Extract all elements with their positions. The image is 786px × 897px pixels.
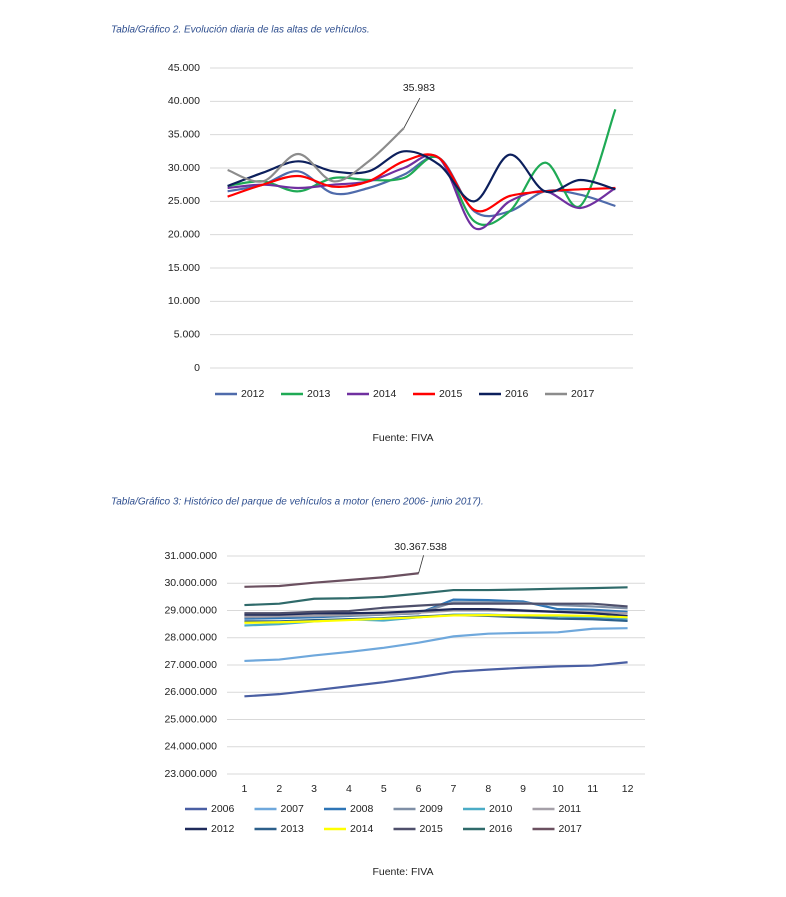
y-tick-label: 29.000.000 [164, 604, 217, 616]
x-tick-label: 11 [587, 783, 598, 795]
y-tick-label: 26.000.000 [164, 686, 217, 698]
annotation: 30.367.538 [394, 541, 447, 553]
caption: Tabla/Gráfico 2. Evolución diaria de las… [111, 25, 370, 36]
source: Fuente: FIVA [372, 432, 433, 444]
legend-label: 2007 [281, 803, 305, 815]
legend-label: 2016 [505, 388, 529, 400]
source: Fuente: FIVA [372, 866, 433, 878]
y-tick-label: 45.000 [168, 62, 200, 74]
x-tick-label: 3 [311, 783, 317, 795]
y-tick-label: 5.000 [174, 328, 200, 340]
series-line [227, 108, 617, 226]
caption: Tabla/Gráfico 3: Histórico del parque de… [111, 497, 484, 508]
legend-label: 2006 [211, 803, 235, 815]
x-tick-label: 1 [241, 783, 247, 795]
x-tick-label: 6 [416, 783, 422, 795]
legend-label: 2013 [281, 823, 305, 835]
x-tick-label: 10 [552, 783, 564, 795]
series-line [244, 598, 628, 620]
y-tick-label: 20.000 [168, 228, 200, 240]
y-tick-label: 25.000 [168, 195, 200, 207]
legend-label: 2014 [350, 823, 374, 835]
y-tick-label: 23.000.000 [164, 768, 217, 780]
series-line [244, 572, 419, 588]
legend-label: 2009 [420, 803, 444, 815]
legend-label: 2017 [559, 823, 583, 835]
annotation: 35.983 [403, 82, 435, 94]
legend-label: 2013 [307, 388, 331, 400]
y-tick-label: 28.000.000 [164, 632, 217, 644]
y-tick-label: 27.000.000 [164, 659, 217, 671]
y-tick-label: 31.000.000 [164, 550, 217, 562]
series-line [244, 586, 628, 607]
x-tick-label: 8 [485, 783, 491, 795]
series-line [244, 627, 628, 663]
legend-label: 2016 [489, 823, 513, 835]
legend-label: 2017 [571, 388, 595, 400]
legend-label: 2012 [241, 388, 265, 400]
series-line [227, 153, 616, 231]
series-line [227, 150, 616, 203]
y-tick-label: 10.000 [168, 295, 200, 307]
y-tick-label: 0 [194, 362, 200, 374]
x-tick-label: 4 [346, 783, 352, 795]
y-tick-label: 30.000 [168, 162, 200, 174]
y-tick-label: 25.000.000 [164, 713, 217, 725]
annotation-leader [403, 97, 421, 129]
series-line [244, 661, 628, 698]
annotation-leader [418, 555, 424, 574]
legend-label: 2015 [439, 388, 463, 400]
legend-label: 2011 [559, 803, 582, 815]
y-tick-label: 15.000 [168, 262, 200, 274]
y-tick-label: 24.000.000 [164, 741, 217, 753]
legend-label: 2014 [373, 388, 397, 400]
x-tick-label: 5 [381, 783, 387, 795]
series-line [227, 127, 405, 183]
series-line [244, 608, 628, 618]
legend-label: 2010 [489, 803, 513, 815]
legend-label: 2008 [350, 803, 374, 815]
legend-label: 2012 [211, 823, 235, 835]
series-line [244, 614, 628, 624]
x-tick-label: 2 [276, 783, 282, 795]
x-tick-label: 9 [520, 783, 526, 795]
y-tick-label: 40.000 [168, 95, 200, 107]
x-tick-label: 7 [450, 783, 456, 795]
series-line [244, 602, 628, 615]
x-tick-label: 12 [622, 783, 634, 795]
legend-label: 2015 [420, 823, 444, 835]
y-tick-label: 35.000 [168, 128, 200, 140]
y-tick-label: 30.000.000 [164, 577, 217, 589]
